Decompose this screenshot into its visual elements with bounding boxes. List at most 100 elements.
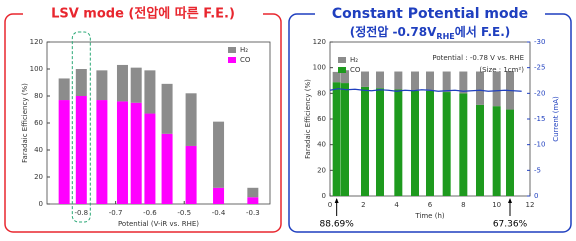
y-tick-label: 100 xyxy=(313,64,326,72)
x-tick-label: -0.7 xyxy=(109,209,123,217)
y-tick-label: 0 xyxy=(39,200,43,208)
bar-segment xyxy=(426,71,434,91)
bar-segment xyxy=(332,82,341,196)
x-axis-label: Potential (V-iR vs. RHE) xyxy=(118,220,199,228)
y2-tick-label: -20 xyxy=(534,89,545,97)
bar-segment xyxy=(185,145,197,204)
x-tick-label: -0.8 xyxy=(74,209,88,217)
bar-segment xyxy=(144,70,156,114)
bar-segment xyxy=(130,102,142,204)
legend-label: CO xyxy=(240,56,251,64)
x-tick-label: -0.6 xyxy=(143,209,157,217)
x-tick-label: -0.3 xyxy=(246,209,260,217)
bar-segment xyxy=(332,71,341,83)
y2-tick-label: -10 xyxy=(534,141,545,149)
x-tick-label: 8 xyxy=(461,201,465,209)
legend-label: H₂ xyxy=(350,56,358,64)
subtitle-part: RHE xyxy=(436,32,454,41)
bar-segment xyxy=(58,100,70,204)
y-tick-label: 120 xyxy=(30,38,43,46)
bar-segment xyxy=(116,64,128,102)
y2-tick-label: -25 xyxy=(534,64,545,72)
annotation: (Size : 1cm²) xyxy=(479,66,524,74)
bar-segment xyxy=(411,90,419,196)
bar-segment xyxy=(506,109,514,196)
y-axis-label: Faradaic Efficiency (%) xyxy=(304,79,312,159)
bar-segment xyxy=(341,70,349,84)
annotation: Potential : -0.78 V vs. RHE xyxy=(432,54,524,62)
bar-segment xyxy=(185,93,197,146)
y-tick-label: 0 xyxy=(322,192,326,200)
y2-tick-label: -30 xyxy=(534,38,545,46)
bar-segment xyxy=(161,133,173,204)
bar-segment xyxy=(341,83,349,196)
x-tick-label: 12 xyxy=(526,201,535,209)
bar-segment xyxy=(492,106,501,196)
x-tick-label: 4 xyxy=(394,201,399,209)
title-background xyxy=(23,4,263,24)
bar-segment xyxy=(394,71,403,90)
y-tick-label: 80 xyxy=(34,92,43,100)
bar-segment xyxy=(442,92,451,196)
bar-segment xyxy=(376,88,384,196)
subtitle-part: (정전압 -0.78V xyxy=(350,24,437,39)
value-label: 88.69% xyxy=(320,220,355,230)
legend-swatch xyxy=(228,47,236,53)
x-tick-label: -0.5 xyxy=(177,209,191,217)
y-axis-label: Faradaic Efficiency (%) xyxy=(21,83,29,163)
label-arrowhead xyxy=(508,198,512,203)
y-tick-label: 120 xyxy=(313,38,326,46)
bar-segment xyxy=(130,67,142,103)
legend-swatch xyxy=(228,57,236,63)
legend-label: H₂ xyxy=(240,46,248,54)
bar-segment xyxy=(247,197,259,204)
bar-segment xyxy=(116,101,128,204)
bar-segment xyxy=(426,90,434,196)
bar-segment xyxy=(213,187,225,204)
panel-subtitle: (정전압 -0.78VRHE에서 F.E.) xyxy=(350,24,511,42)
bar-segment xyxy=(213,121,225,188)
highlight-box xyxy=(71,31,91,223)
bar-segment xyxy=(476,104,484,196)
bar-segment xyxy=(376,71,384,89)
x-tick-label: -0.4 xyxy=(212,209,226,217)
bar-segment xyxy=(442,71,451,93)
bar-segment xyxy=(161,83,173,134)
bar-segment xyxy=(361,86,369,196)
bar-segment xyxy=(247,187,259,198)
legend-swatch xyxy=(338,57,346,63)
x-tick-label: 10 xyxy=(492,201,501,209)
x-tick-label: 2 xyxy=(361,201,365,209)
legend-label: CO xyxy=(350,66,361,74)
bar-segment xyxy=(476,71,484,105)
bar-segment xyxy=(411,71,419,91)
legend-swatch xyxy=(338,67,346,73)
y2-tick-label: -15 xyxy=(534,115,545,123)
current-line xyxy=(329,88,522,92)
y-tick-label: 20 xyxy=(34,173,43,181)
x-tick-label: 6 xyxy=(428,201,433,209)
x-tick-label: 0 xyxy=(328,201,332,209)
bar-segment xyxy=(58,78,70,101)
y2-tick-label: 0 xyxy=(534,192,538,200)
bar-segment xyxy=(75,96,87,204)
y-tick-label: 60 xyxy=(34,119,43,127)
y2-axis-label: Current (mA) xyxy=(552,96,560,142)
title-background xyxy=(315,4,545,24)
bar-segment xyxy=(361,71,369,87)
bar-segment xyxy=(144,113,156,204)
subtitle-part: 에서 F.E.) xyxy=(455,24,511,39)
bar-segment xyxy=(96,100,108,204)
bar-segment xyxy=(96,70,108,101)
y-tick-label: 60 xyxy=(317,115,326,123)
bar-segment xyxy=(492,71,501,107)
bar-segment xyxy=(394,89,403,196)
panel-title: LSV mode (전압에 따른 F.E.) xyxy=(51,6,235,22)
bar-segment xyxy=(459,71,468,94)
y-tick-label: 80 xyxy=(317,89,326,97)
y2-tick-label: -5 xyxy=(534,166,541,174)
y-tick-label: 40 xyxy=(317,141,326,149)
panel-title: Constant Potential mode xyxy=(332,6,528,22)
y-tick-label: 40 xyxy=(34,146,43,154)
